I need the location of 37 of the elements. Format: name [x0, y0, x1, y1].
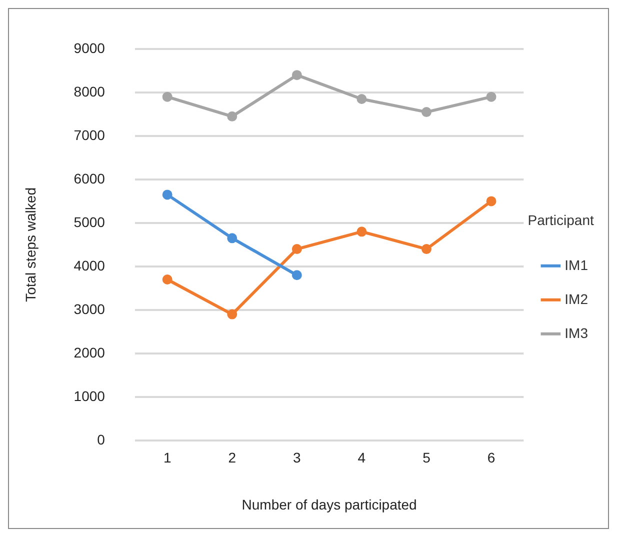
x-tick-label: 3 — [293, 450, 302, 466]
point — [421, 244, 432, 254]
legend-label: IM1 — [564, 256, 588, 273]
y-tick-label: 8000 — [74, 83, 106, 100]
x-tick-label: 1 — [163, 450, 172, 466]
y-tick-label: 2000 — [74, 344, 106, 360]
point — [356, 226, 367, 237]
point — [292, 270, 302, 280]
point — [162, 92, 172, 102]
point — [162, 190, 172, 200]
point — [421, 107, 432, 118]
y-tick-label: 1000 — [74, 388, 106, 404]
point — [292, 244, 302, 254]
y-tick-label: 0 — [97, 431, 106, 448]
legend-title: Participant — [528, 212, 594, 228]
y-tick-label: 4000 — [74, 257, 106, 274]
point — [292, 70, 302, 80]
legend-label: IM2 — [564, 290, 588, 307]
x-tick-label: 2 — [228, 450, 236, 466]
point — [162, 274, 172, 284]
y-tick-label: 6000 — [74, 170, 106, 186]
point — [227, 111, 238, 122]
y-tick-label: 3000 — [74, 300, 106, 317]
point — [227, 233, 238, 244]
point — [356, 94, 367, 104]
x-tick-label: 6 — [487, 450, 496, 466]
point — [227, 309, 238, 320]
y-tick-label: 5000 — [74, 214, 106, 230]
x-axis-title: Number of days participated — [242, 496, 417, 512]
x-tick-label: 4 — [358, 450, 366, 466]
y-axis-title: Total steps walked — [22, 187, 38, 302]
x-tick-label: 5 — [422, 450, 431, 466]
point — [486, 196, 496, 206]
point — [486, 92, 496, 102]
y-tick-label: 7000 — [74, 126, 106, 143]
y-tick-label: 9000 — [74, 40, 106, 56]
legend-label: IM3 — [564, 324, 588, 341]
